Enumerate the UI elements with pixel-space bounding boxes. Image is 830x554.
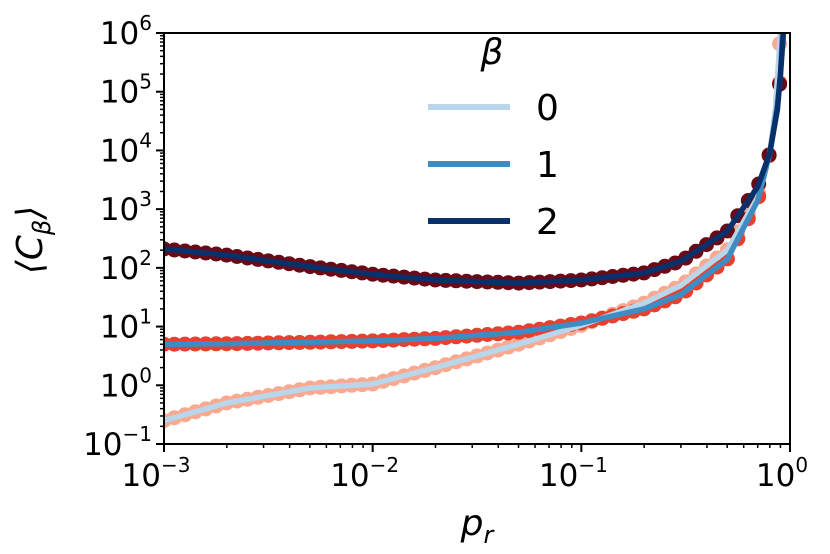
- x-axis: 10−3 10−2 10−1 100: [122, 444, 808, 494]
- x-tick-label: 10−1: [539, 453, 608, 494]
- legend-label-0: 0: [536, 88, 559, 129]
- y-tick-label: 100: [100, 363, 152, 404]
- x-axis-label: pr: [460, 503, 496, 549]
- plot-frame: [163, 32, 791, 445]
- y-tick-label: 102: [100, 246, 152, 287]
- y-tick-label: 105: [100, 70, 152, 111]
- y-tick-label: 10−1: [83, 422, 152, 463]
- y-axis: 10−1 100 101 102 103 104 105 106: [83, 11, 164, 463]
- series-layer: [164, 33, 788, 429]
- legend: β 0 1 2: [428, 32, 559, 243]
- legend-label-1: 1: [536, 145, 559, 186]
- y-tick-label: 104: [100, 128, 152, 169]
- y-tick-label: 106: [100, 11, 152, 52]
- y-tick-label: 101: [100, 305, 152, 346]
- legend-title: β: [480, 32, 504, 73]
- series-line-1: [164, 33, 786, 347]
- y-tick-label: 103: [100, 187, 152, 228]
- x-tick-label: 10−2: [330, 453, 399, 494]
- x-tick-label: 10−3: [122, 453, 191, 494]
- series-line-2: [164, 33, 787, 286]
- x-tick-label: 100: [756, 453, 808, 494]
- legend-label-2: 2: [536, 202, 559, 243]
- y-axis-label: ⟨Cβ⟩: [10, 206, 56, 275]
